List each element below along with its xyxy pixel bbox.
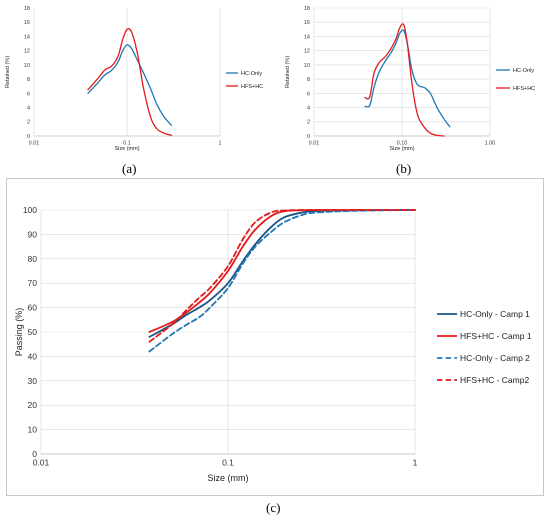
y-tick-label: 90 <box>28 229 38 239</box>
x-tick-label: 1 <box>413 458 418 468</box>
y-tick-label: 40 <box>28 351 38 361</box>
y-tick-label: 30 <box>28 376 38 386</box>
y-tick-label: 100 <box>23 205 37 215</box>
panel-label-c: (c) <box>266 500 281 515</box>
legend-label: HC-Only - Camp 1 <box>460 309 530 319</box>
chart-b-svg: 0 2 4 6 8 10 12 14 16 18 0.01 0.10 1.00 Size (mm) Reta… <box>285 6 535 152</box>
y-tick-label: 70 <box>28 278 38 288</box>
y-tick-label: 0 <box>27 134 30 140</box>
y-tick-label: 4 <box>27 105 30 111</box>
y-tick-label: 50 <box>28 327 38 337</box>
y-tick-label: 14 <box>304 34 310 40</box>
panel-label-a: (a) <box>122 161 137 176</box>
y-tick-label: 16 <box>24 20 30 26</box>
x-tick-label: 0.10 <box>397 141 408 147</box>
y-axis-title: Retained (%) <box>285 56 291 88</box>
y-tick-label: 8 <box>27 77 30 83</box>
y-tick-label: 16 <box>304 20 310 26</box>
x-axis-title: Size (mm) <box>114 146 139 152</box>
series-line-1 <box>87 44 173 126</box>
series-line-1 <box>364 29 451 128</box>
series-line-4 <box>148 209 416 343</box>
series-line-2 <box>87 27 173 136</box>
chart-c: 0 10 20 30 40 50 60 70 80 90 100 0.01 0.1 1 Size (mm) P… <box>6 178 544 496</box>
y-tick-label: 2 <box>307 120 310 126</box>
x-axis-title: Size (mm) <box>208 473 249 483</box>
legend-label: HC-Only - Camp 2 <box>460 353 530 363</box>
y-tick-label: 2 <box>27 120 30 126</box>
y-tick-label: 6 <box>27 91 30 97</box>
x-tick-label: 0.1 <box>222 458 234 468</box>
series-line-2 <box>364 23 445 137</box>
y-tick-label: 20 <box>28 400 38 410</box>
legend-label: HFS+HC <box>513 86 535 92</box>
chart-a-svg: 0 2 4 6 8 10 12 14 16 18 0.01 0.1 1 Size (mm) Retained… <box>5 6 263 152</box>
legend-label: HC-Only <box>241 71 262 77</box>
series-line-1 <box>148 209 416 338</box>
y-tick-label: 10 <box>28 425 38 435</box>
chart-a: 0 2 4 6 8 10 12 14 16 18 0.01 0.1 1 Size (mm) Retained… <box>0 0 270 155</box>
x-tick-label: 0.01 <box>309 141 320 147</box>
legend-label: HC-Only <box>513 68 534 74</box>
legend-label: HFS+HC - Camp 1 <box>460 331 532 341</box>
x-tick-label: 0.01 <box>29 141 40 147</box>
legend-label: HFS+HC <box>241 84 263 90</box>
y-tick-label: 80 <box>28 254 38 264</box>
legend-label: HFS+HC - Camp2 <box>460 375 529 385</box>
x-tick-label: 1 <box>218 141 221 147</box>
y-axis-title: Retained (%) <box>5 56 11 88</box>
x-axis-title: Size (mm) <box>389 146 414 152</box>
x-tick-label: 0.1 <box>123 141 131 147</box>
y-tick-label: 6 <box>307 91 310 97</box>
x-tick-label: 1.00 <box>485 141 496 147</box>
y-tick-label: 10 <box>24 63 30 69</box>
chart-c-svg: 0 10 20 30 40 50 60 70 80 90 100 0.01 0.1 1 Size (mm) P… <box>14 205 532 483</box>
y-tick-label: 60 <box>28 303 38 313</box>
y-tick-label: 10 <box>304 63 310 69</box>
y-tick-label: 12 <box>304 49 310 55</box>
panel-label-b: (b) <box>396 161 412 176</box>
y-tick-label: 4 <box>307 105 310 111</box>
x-tick-label: 0.01 <box>33 458 50 468</box>
y-tick-label: 14 <box>24 34 30 40</box>
chart-b: 0 2 4 6 8 10 12 14 16 18 0.01 0.10 1.00 Size (mm) Reta… <box>280 0 550 155</box>
y-axis-title: Passing (%) <box>14 308 24 357</box>
y-tick-label: 18 <box>304 6 310 12</box>
series-line-3 <box>148 209 416 353</box>
y-tick-label: 0 <box>307 134 310 140</box>
y-tick-label: 12 <box>24 49 30 55</box>
y-tick-label: 0 <box>32 449 37 459</box>
y-tick-label: 18 <box>24 6 30 12</box>
y-tick-label: 8 <box>307 77 310 83</box>
